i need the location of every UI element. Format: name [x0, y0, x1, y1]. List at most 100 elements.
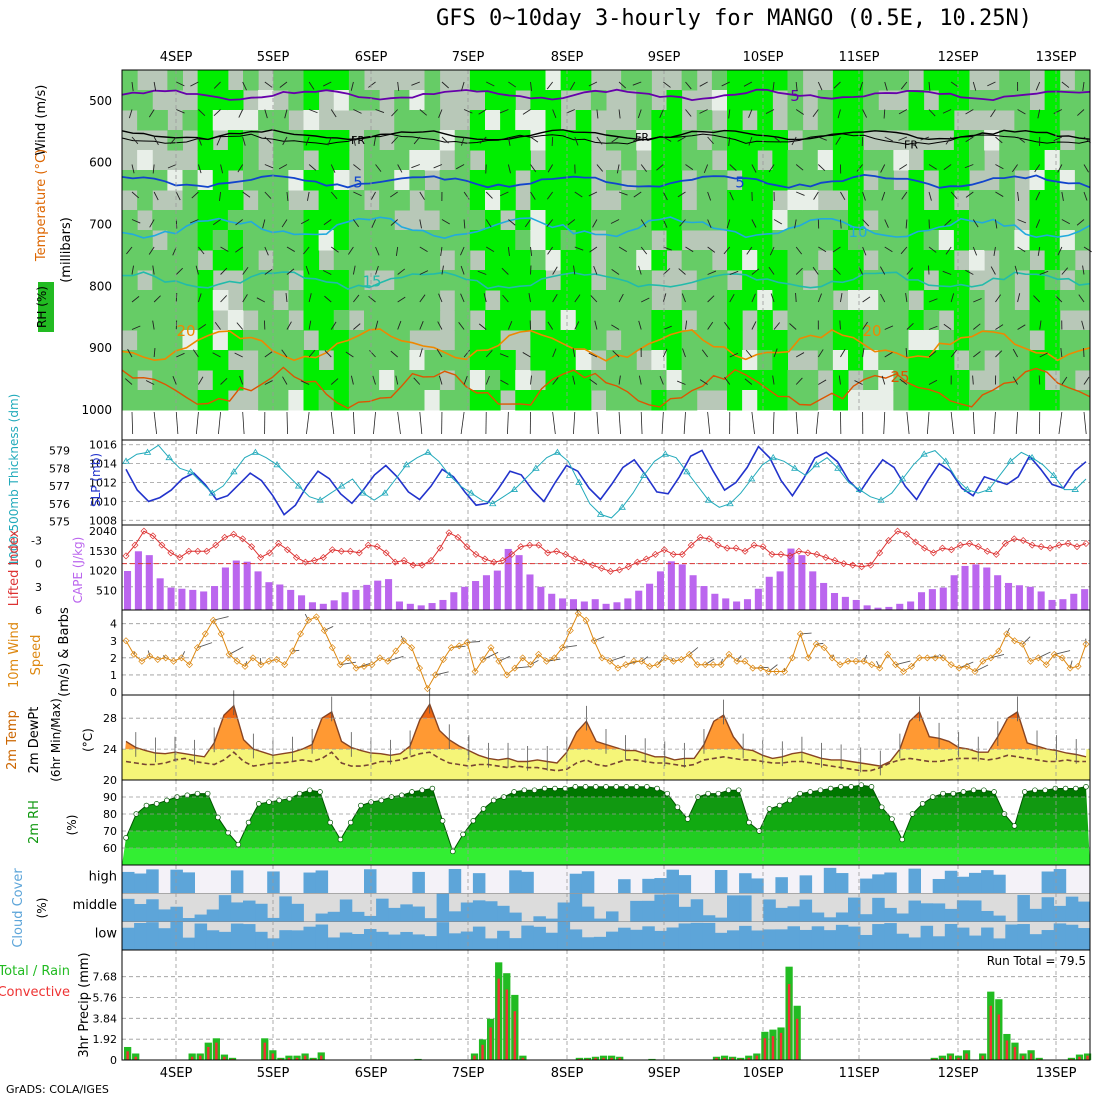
wind-speed-point	[439, 656, 447, 664]
rh-cell	[303, 370, 320, 391]
contour-cold	[121, 88, 1091, 102]
cloud-bar	[956, 927, 970, 950]
wind-barb	[530, 191, 536, 200]
rh-cell	[560, 130, 577, 151]
rh-cell	[379, 330, 395, 351]
cape-bar	[809, 571, 817, 610]
rh-cell	[1044, 190, 1061, 211]
wind-barb	[721, 81, 730, 87]
rh-cell	[606, 390, 622, 411]
wind-barb	[324, 350, 332, 358]
x-tick-label-bottom: 4SEP	[160, 1066, 193, 1081]
rh-cell	[666, 90, 683, 111]
cloud-bar	[751, 878, 764, 894]
rh-cell	[258, 190, 274, 211]
wind-barb	[524, 219, 531, 228]
wind-barb	[640, 246, 648, 255]
wind-speed-point	[416, 664, 424, 672]
precip-convective-bar	[497, 978, 500, 1060]
cape-tick-label: 1020	[89, 565, 117, 578]
wind-barb	[794, 219, 797, 229]
wind-barb	[478, 109, 487, 115]
wind-speed-point	[241, 662, 249, 670]
cloud-bar	[424, 936, 437, 950]
surface-barb	[467, 641, 480, 643]
wind-barb	[662, 191, 668, 201]
rh-cell	[333, 330, 350, 351]
lifted-index-point	[131, 541, 139, 549]
contour-label: 5	[790, 87, 800, 105]
rh-cell	[757, 170, 773, 191]
rh-point	[511, 789, 517, 795]
precip-convective-bar	[933, 1058, 936, 1060]
contour-label: FR	[635, 131, 649, 144]
rh-cell	[1029, 310, 1046, 331]
wind-barb	[1083, 164, 1089, 173]
wind-barb	[729, 293, 735, 303]
rh-axis-unit: (%)	[65, 815, 79, 836]
surface-wind-barb	[286, 411, 288, 435]
rh-cell	[984, 330, 1000, 351]
cloud-bar	[618, 879, 631, 894]
cloud-bar	[376, 898, 389, 922]
wind-barb	[638, 265, 642, 275]
rh-cell	[908, 330, 925, 351]
wind-barb	[943, 164, 952, 171]
rh-cell	[727, 70, 743, 91]
rh-cell	[182, 170, 199, 191]
wind-barb	[964, 164, 974, 169]
wind-barb	[840, 191, 846, 201]
rh-cell	[227, 250, 244, 271]
rh-cell	[848, 290, 864, 311]
rh-cell	[454, 390, 471, 411]
cape-bar	[548, 593, 556, 610]
rh-cell	[227, 210, 244, 231]
wind-barb	[681, 293, 686, 303]
cloud-bar	[182, 872, 195, 894]
precip-convective-bar	[263, 1042, 266, 1060]
wind-barb	[460, 293, 465, 303]
rh-cell	[182, 370, 199, 391]
wind-barb	[128, 109, 133, 119]
rh-point	[725, 787, 732, 793]
wind-barb	[239, 375, 244, 385]
rh-cell	[273, 190, 289, 211]
rh-cell	[379, 350, 395, 371]
rh-point	[674, 804, 681, 810]
rh-cell	[636, 170, 652, 191]
wind-barb	[419, 270, 429, 275]
rh-point	[684, 816, 691, 822]
precip-convective-bar	[489, 1027, 492, 1060]
wind-barb	[507, 321, 513, 330]
cloud-bar	[981, 870, 994, 894]
wind-barb	[1077, 109, 1085, 116]
wind-barb	[350, 375, 354, 385]
rh-cell	[515, 290, 531, 311]
cape-bar	[417, 605, 425, 610]
wind-speed-point	[574, 609, 582, 617]
rh-cell	[1029, 150, 1046, 171]
rh-cell	[953, 230, 970, 251]
rh-cell	[711, 350, 728, 371]
contour-freezing-2	[121, 133, 1091, 145]
wind-barb	[330, 109, 337, 118]
surface-wind-barb	[1083, 411, 1087, 435]
wind-barb	[818, 136, 827, 141]
rh-cell	[273, 210, 289, 231]
lifted-index-point	[795, 547, 803, 555]
lifted-index-point	[346, 547, 354, 555]
rh-cell	[923, 230, 940, 251]
wind-barb	[530, 375, 532, 385]
rh-cell	[832, 170, 849, 191]
rh-cell	[182, 290, 199, 311]
rh-cell	[802, 370, 819, 391]
wind-speed-point	[392, 647, 400, 655]
rh-cell	[1074, 110, 1091, 131]
rh-cell	[515, 210, 531, 231]
rh-cell	[515, 230, 531, 251]
x-tick-label-top: 7SEP	[452, 50, 485, 65]
cloud-level-label: low	[95, 926, 118, 941]
cape-tick-label: 510	[96, 584, 117, 597]
rh-cell	[469, 190, 486, 211]
wind-speed-point	[733, 657, 741, 665]
